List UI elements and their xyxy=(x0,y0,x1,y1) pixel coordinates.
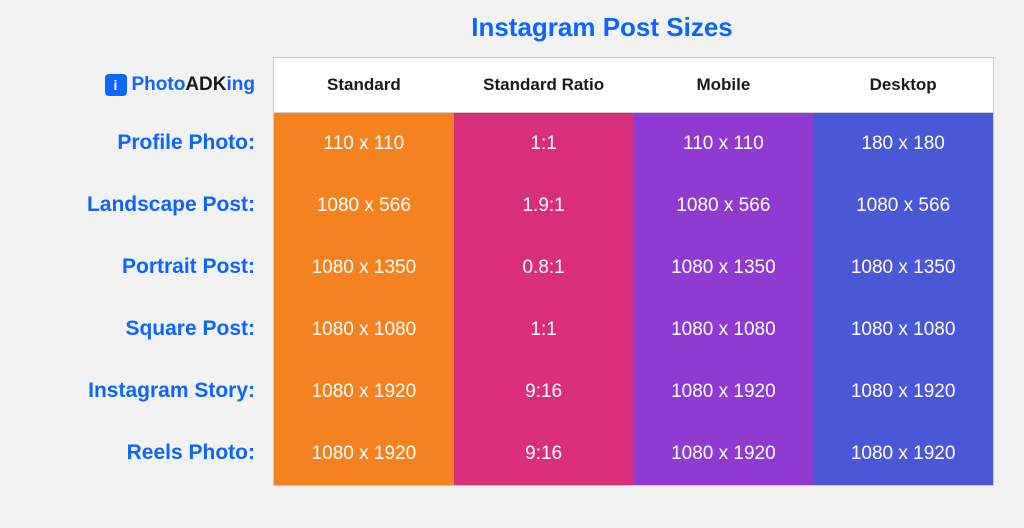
row-label: Landscape Post: xyxy=(30,174,273,236)
column-header: Desktop xyxy=(813,58,993,112)
data-table: StandardStandard RatioMobileDesktop 110 … xyxy=(273,57,994,486)
brand-logo: i PhotoADKing xyxy=(105,74,256,96)
table-body: 110 x 1101080 x 5661080 x 13501080 x 108… xyxy=(274,113,993,485)
table-header-row: StandardStandard RatioMobileDesktop xyxy=(274,58,993,113)
row-label: Portrait Post: xyxy=(30,236,273,298)
data-cell: 1080 x 1080 xyxy=(634,299,814,361)
data-cell: 1080 x 1920 xyxy=(274,423,454,485)
logo-text-part: ADK xyxy=(185,74,226,95)
data-cell: 1:1 xyxy=(454,299,634,361)
column-header: Standard Ratio xyxy=(454,58,634,112)
data-cell: 1080 x 1080 xyxy=(813,299,993,361)
data-cell: 1080 x 1920 xyxy=(813,361,993,423)
data-cell: 1080 x 566 xyxy=(634,175,814,237)
data-cell: 180 x 180 xyxy=(813,113,993,175)
data-cell: 110 x 110 xyxy=(274,113,454,175)
table-wrapper: i PhotoADKing Profile Photo:Landscape Po… xyxy=(30,57,994,486)
row-label: Profile Photo: xyxy=(30,112,273,174)
data-cell: 1.9:1 xyxy=(454,175,634,237)
infographic-container: Instagram Post Sizes i PhotoADKing Profi… xyxy=(30,12,994,486)
data-cell: 1080 x 1080 xyxy=(274,299,454,361)
data-cell: 0.8:1 xyxy=(454,237,634,299)
data-cell: 9:16 xyxy=(454,361,634,423)
row-label: Square Post: xyxy=(30,298,273,360)
row-label: Instagram Story: xyxy=(30,360,273,422)
data-column: 110 x 1101080 x 5661080 x 13501080 x 108… xyxy=(274,113,454,485)
row-labels-column: i PhotoADKing Profile Photo:Landscape Po… xyxy=(30,57,273,486)
data-cell: 1:1 xyxy=(454,113,634,175)
data-cell: 1080 x 1350 xyxy=(813,237,993,299)
data-cell: 1080 x 1920 xyxy=(274,361,454,423)
page-title: Instagram Post Sizes xyxy=(30,12,994,43)
data-column: 110 x 1101080 x 5661080 x 13501080 x 108… xyxy=(634,113,814,485)
data-cell: 1080 x 1920 xyxy=(634,361,814,423)
data-cell: 110 x 110 xyxy=(634,113,814,175)
column-header: Mobile xyxy=(634,58,814,112)
column-header: Standard xyxy=(274,58,454,112)
data-cell: 1080 x 1350 xyxy=(634,237,814,299)
logo-cell: i PhotoADKing xyxy=(30,57,273,112)
data-cell: 1080 x 1350 xyxy=(274,237,454,299)
data-column: 1:11.9:10.8:11:19:169:16 xyxy=(454,113,634,485)
data-cell: 1080 x 566 xyxy=(274,175,454,237)
data-column: 180 x 1801080 x 5661080 x 13501080 x 108… xyxy=(813,113,993,485)
data-cell: 1080 x 1920 xyxy=(813,423,993,485)
logo-text-part: ing xyxy=(227,74,256,95)
logo-text: PhotoADKing xyxy=(132,74,256,96)
logo-text-part: Photo xyxy=(132,74,186,95)
data-cell: 1080 x 566 xyxy=(813,175,993,237)
row-label: Reels Photo: xyxy=(30,422,273,484)
info-icon: i xyxy=(105,74,127,96)
data-cell: 9:16 xyxy=(454,423,634,485)
data-cell: 1080 x 1920 xyxy=(634,423,814,485)
